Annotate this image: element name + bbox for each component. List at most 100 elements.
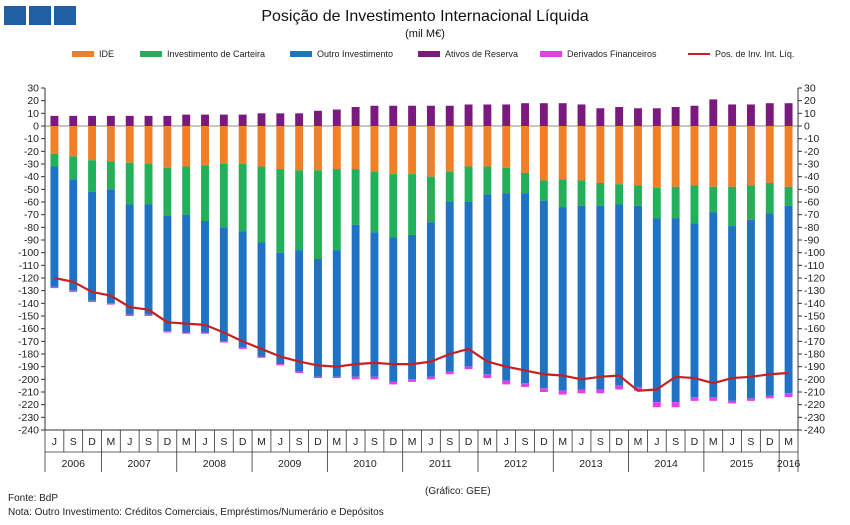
y-tick-label-right: -70 [804,209,819,221]
y-tick-label-left: -170 [18,336,39,348]
bar-segment [88,191,97,301]
bar-segment [502,193,511,381]
x-tick-label: S [145,436,152,448]
bar-segment [332,250,341,377]
bar-segment [615,107,624,126]
bar-segment [351,107,360,126]
bar-segment [445,371,454,375]
bar-segment [615,126,624,185]
logo-square [54,6,76,25]
bar-segment [370,232,379,377]
bar-segment [539,180,548,201]
bar-segment [408,105,417,126]
bar-segment [106,115,115,126]
bar-segment [596,205,605,390]
bar-segment [257,113,266,126]
legend-swatch [290,51,312,57]
y-tick-label-right: -150 [804,311,825,323]
bar-segment [577,126,586,181]
bar-segment [652,126,661,189]
bar-segment [408,126,417,175]
bar-segment [634,386,642,391]
year-label: 2006 [62,458,86,470]
bar-segment [483,104,492,126]
bar-segment [163,331,172,333]
y-tick-label-left: -240 [18,425,39,437]
bar-segment [652,402,661,408]
x-tick-label: J [579,436,584,448]
x-tick-label: D [164,436,172,448]
y-tick-label-left: -210 [18,387,39,399]
bar-segment [784,393,793,398]
bar-segment [69,290,78,292]
bar-segment [69,156,78,180]
bar-segment [314,259,322,377]
x-tick-label: D [314,436,322,448]
y-tick-label-left: -60 [24,197,39,209]
bar-segment [314,170,322,259]
bar-segment [709,99,718,126]
legend-label: Investimento de Carteira [167,49,266,59]
y-tick-label-right: -10 [804,133,819,145]
bar-segment [276,252,285,365]
x-tick-label: J [52,436,57,448]
bar-segment [634,126,642,186]
y-tick-label-left: -200 [18,374,39,386]
bar-segment [201,221,209,333]
bar-segment [408,234,417,380]
bar-segment [182,166,191,215]
bar-segment [596,126,605,183]
bar-segment [426,126,435,177]
bar-segment [201,332,209,334]
y-tick-label-right: -110 [804,260,824,272]
bar-segment [671,218,680,403]
bar-segment [389,174,398,238]
bar-segment [314,110,322,126]
bar-segment [577,104,586,126]
bar-segment [483,126,492,167]
y-tick-label-right: -240 [804,425,825,437]
y-tick-label-left: -190 [18,361,39,373]
bar-segment [709,212,718,398]
y-tick-label-left: 10 [27,108,39,120]
y-tick-label-left: 0 [33,121,39,133]
bar-segment [690,223,699,398]
bar-segment [596,108,605,126]
bar-segment [314,126,322,171]
y-tick-label-left: -120 [18,273,39,285]
y-tick-label-left: -10 [24,133,39,145]
y-tick-label-right: 10 [804,108,816,120]
x-tick-label: D [88,436,96,448]
bar-segment [728,186,737,227]
bar-segment [163,215,172,332]
year-label: 2008 [203,458,227,470]
x-tick-label: D [540,436,548,448]
bar-segment [295,113,304,126]
legend-swatch [540,51,562,57]
bar-segment [408,174,417,235]
bar-segment [69,179,78,291]
bar-segment [88,126,97,161]
bar-segment [671,402,680,408]
y-tick-label-right: -100 [804,247,825,259]
bar-segment [671,186,680,219]
y-tick-label-right: 20 [804,95,816,107]
y-tick-label-right: -30 [804,159,819,171]
y-tick-label-left: -110 [19,260,39,272]
year-label: 2014 [655,458,679,470]
bar-segment [276,169,285,253]
bar-segment [445,105,454,126]
bar-segment [201,114,209,126]
bar-segment [276,126,285,170]
legend-label: Outro Investimento [317,49,394,59]
bar-segment [50,153,59,167]
bar-segment [634,185,642,206]
y-tick-label-left: -80 [24,222,39,234]
chart-credit: (Gráfico: GEE) [425,486,491,497]
bar-segment [445,126,454,172]
y-tick-label-left: -100 [18,247,39,259]
bar-segment [502,104,511,126]
y-tick-label-left: -140 [18,298,39,310]
bar-segment [144,164,153,205]
